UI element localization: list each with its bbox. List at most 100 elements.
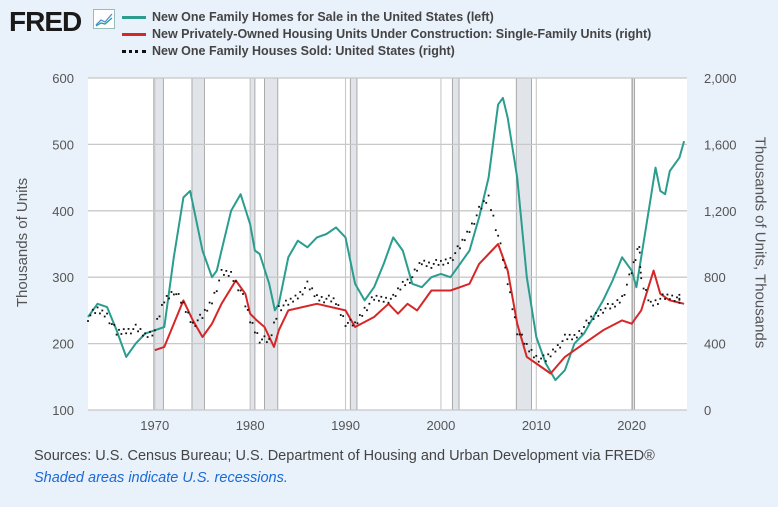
data-point-houses-sold <box>392 293 395 296</box>
data-point-houses-sold <box>172 293 175 296</box>
data-point-houses-sold <box>592 318 595 320</box>
data-point-houses-sold <box>308 288 311 291</box>
data-point-houses-sold <box>587 322 590 324</box>
data-point-houses-sold <box>339 314 342 316</box>
data-point-houses-sold <box>361 314 364 317</box>
data-point-houses-sold <box>187 311 190 314</box>
data-point-houses-sold <box>544 360 547 363</box>
data-point-houses-sold <box>647 299 650 302</box>
data-point-houses-sold <box>521 333 523 336</box>
data-point-houses-sold <box>509 291 511 294</box>
data-point-houses-sold <box>430 267 433 269</box>
data-point-houses-sold <box>151 334 154 337</box>
data-point-houses-sold <box>473 223 476 225</box>
data-point-houses-sold <box>590 315 593 318</box>
data-point-houses-sold <box>139 328 142 330</box>
data-point-houses-sold <box>161 304 163 306</box>
data-point-houses-sold <box>218 279 221 282</box>
y-tick-left: 400 <box>52 204 74 219</box>
data-point-houses-sold <box>676 296 678 299</box>
data-point-houses-sold <box>678 297 681 300</box>
data-point-houses-sold <box>394 295 397 297</box>
data-point-houses-sold <box>413 268 416 271</box>
data-point-houses-sold <box>639 271 642 274</box>
data-point-houses-sold <box>335 303 337 305</box>
data-point-houses-sold <box>165 295 168 297</box>
data-point-houses-sold <box>106 312 108 315</box>
data-point-houses-sold <box>385 296 387 299</box>
data-point-houses-sold <box>506 283 509 286</box>
data-point-houses-sold <box>437 264 440 266</box>
data-point-houses-sold <box>642 287 645 290</box>
y-tick-left: 100 <box>52 403 74 418</box>
data-point-houses-sold <box>313 295 316 298</box>
data-point-houses-sold <box>409 281 411 284</box>
data-point-houses-sold <box>499 242 502 245</box>
y-tick-right: 1,600 <box>704 137 737 152</box>
series-line-under-construction <box>154 243 685 375</box>
data-point-houses-sold <box>327 294 330 297</box>
data-point-houses-sold <box>547 353 550 356</box>
data-point-houses-sold <box>378 299 380 302</box>
data-point-houses-sold <box>504 266 507 269</box>
data-point-houses-sold <box>606 303 609 305</box>
data-point-houses-sold <box>349 318 352 321</box>
data-point-houses-sold <box>518 333 521 336</box>
y-tick-left: 600 <box>52 71 74 86</box>
data-point-houses-sold <box>273 321 275 324</box>
y-axis-label-left: Thousands of Units <box>14 177 32 308</box>
data-point-houses-sold <box>654 299 657 302</box>
data-point-houses-sold <box>449 257 452 259</box>
data-point-houses-sold <box>406 278 409 281</box>
data-point-houses-sold <box>564 333 566 336</box>
data-point-houses-sold <box>320 296 323 298</box>
data-point-houses-sold <box>118 328 120 331</box>
data-point-houses-sold <box>96 306 99 309</box>
data-point-houses-sold <box>630 272 633 275</box>
data-point-houses-sold <box>287 303 290 306</box>
data-point-houses-sold <box>556 344 559 346</box>
data-point-houses-sold <box>211 302 213 305</box>
data-point-houses-sold <box>265 341 268 344</box>
data-point-houses-sold <box>516 333 519 336</box>
data-point-houses-sold <box>382 300 385 303</box>
data-point-houses-sold <box>549 355 552 358</box>
data-point-houses-sold <box>103 315 106 318</box>
data-point-houses-sold <box>277 305 280 307</box>
data-point-houses-sold <box>230 270 232 273</box>
data-point-houses-sold <box>358 314 361 316</box>
data-point-houses-sold <box>177 293 180 295</box>
data-point-houses-sold <box>623 293 626 296</box>
data-point-houses-sold <box>468 231 471 233</box>
legend-item: New Privately-Owned Housing Units Under … <box>122 26 651 43</box>
data-point-houses-sold <box>311 287 314 290</box>
data-point-houses-sold <box>282 304 285 307</box>
legend-label: New One Family Houses Sold: United State… <box>152 44 455 58</box>
data-point-houses-sold <box>678 298 681 301</box>
data-point-houses-sold <box>110 323 113 325</box>
fred-logo[interactable]: FRED <box>9 6 82 37</box>
y-tick-right: 400 <box>704 337 726 352</box>
recession-band <box>632 77 636 411</box>
data-point-houses-sold <box>292 300 294 303</box>
data-point-houses-sold <box>246 309 249 311</box>
data-point-houses-sold <box>535 354 538 357</box>
data-point-houses-sold <box>671 294 674 297</box>
data-point-houses-sold <box>375 294 378 297</box>
legend-swatch-red <box>122 33 146 36</box>
data-point-houses-sold <box>616 299 619 302</box>
data-point-houses-sold <box>344 325 347 327</box>
data-point-houses-sold <box>542 354 545 357</box>
data-point-houses-sold <box>456 245 459 248</box>
data-point-houses-sold <box>571 338 573 341</box>
y-tick-right: 2,000 <box>704 71 737 86</box>
data-point-houses-sold <box>316 294 318 297</box>
data-point-houses-sold <box>471 222 473 225</box>
data-point-houses-sold <box>599 308 602 311</box>
data-point-houses-sold <box>399 288 402 291</box>
y-tick-left: 300 <box>52 270 74 285</box>
data-point-houses-sold <box>239 289 242 292</box>
data-point-houses-sold <box>573 334 576 336</box>
x-tick: 1990 <box>331 418 360 433</box>
data-point-houses-sold <box>244 305 247 308</box>
